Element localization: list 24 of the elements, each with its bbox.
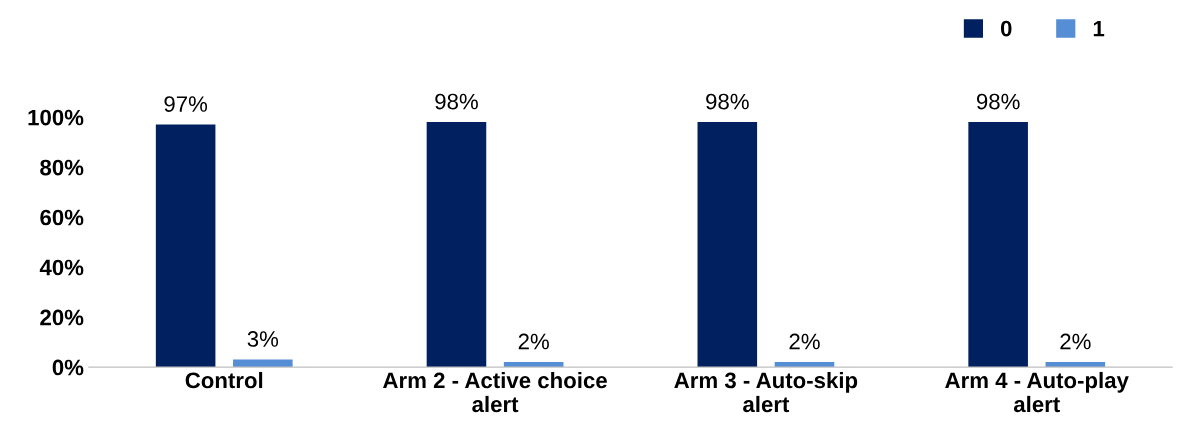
data-label: 97% [164, 96, 208, 112]
data-label: 98% [435, 93, 478, 110]
y-tick-label: 40% [39, 259, 84, 276]
bar [155, 124, 216, 368]
y-tick-label: 60% [40, 209, 84, 226]
data-label: 98% [976, 93, 1020, 110]
bar [426, 122, 487, 368]
y-tick-label: 20% [40, 309, 84, 326]
x-tick-label: Arm 3 - Auto-skip alert [674, 371, 858, 413]
data-label: 2% [1060, 333, 1091, 350]
bar [697, 122, 758, 368]
y-tick-label: 80% [40, 159, 84, 176]
data-label: 2% [518, 333, 549, 350]
x-tick-label: Arm 2 - Active choice alert [383, 371, 607, 413]
x-tick-label: Arm 4 - Auto-play alert [945, 371, 1129, 413]
bar [968, 122, 1028, 368]
data-label: 98% [706, 93, 749, 110]
legend-label: 1 [1093, 20, 1105, 37]
y-tick-label: 100% [28, 109, 84, 126]
legend-label: 0 [1000, 20, 1012, 37]
x-tick-label: Control [185, 371, 263, 389]
y-tick-label: 0% [52, 359, 84, 376]
data-label: 3% [247, 331, 279, 347]
data-label: 2% [789, 333, 820, 350]
